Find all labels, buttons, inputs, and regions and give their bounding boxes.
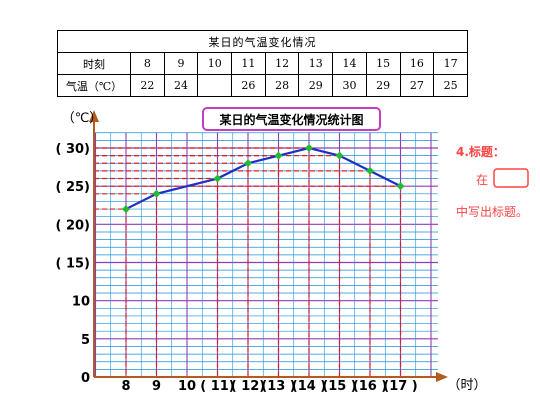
table-cell-temp: 29	[298, 74, 334, 97]
y-axis-label: （℃）	[62, 111, 103, 126]
table-cell-time: 14	[332, 52, 367, 75]
y-tick-label: 5	[81, 333, 90, 348]
chart-title: 某日的气温变化情况统计图	[219, 112, 363, 127]
y-tick-label: ( 30)	[56, 142, 91, 157]
table-cell-temp: 29	[365, 74, 401, 97]
data-point	[396, 182, 405, 191]
title-slot-icon	[493, 168, 529, 188]
y-tick-label: ( 20)	[56, 218, 91, 233]
y-tick-label: 0	[81, 371, 90, 386]
x-tick-label: ( 12)	[231, 379, 266, 394]
data-point	[152, 189, 161, 198]
x-tick-label: 9	[152, 379, 161, 394]
table-row: 时刻 8 9 10 11 12 13 14 15 16 17	[57, 52, 468, 75]
note-heading: 4.标题：	[456, 145, 505, 159]
temperature-table: 某日的气温变化情况 时刻 8 9 10 11 12 13 14 15 16 17 气温（℃） 22…	[57, 30, 468, 97]
y-tick-label: ( 15)	[56, 257, 91, 272]
x-axis-label: （时）	[447, 378, 486, 393]
data-point	[244, 159, 252, 168]
data-point	[213, 174, 222, 183]
y-tick-label: 10	[72, 295, 90, 310]
note-line-2: 中写出标题。	[456, 205, 529, 219]
series	[122, 144, 405, 214]
table-cell-temp: 27	[399, 74, 435, 97]
data-point	[122, 205, 130, 214]
grid	[94, 132, 438, 377]
data-point	[274, 151, 283, 160]
data-point	[335, 151, 344, 160]
table-cell-temp: 25	[433, 74, 468, 97]
x-tick-label: (16 )	[353, 379, 388, 394]
chart-title-box	[202, 107, 381, 131]
x-tick-label: 8	[121, 379, 130, 394]
x-tick-label: (17 )	[383, 379, 418, 394]
data-point	[305, 144, 313, 152]
table-row: 气温（℃） 22 24 26 28 29 30 29 27 25	[57, 74, 468, 97]
axes	[89, 110, 448, 382]
tick-labels: 8 9 10 ( 11)( 12)(13 )(14 )(15 )(16 )(17 ) 0…	[56, 142, 418, 394]
row-label-temp: 气温（℃）	[57, 74, 131, 97]
data-point	[366, 166, 374, 175]
x-axis-arrow	[436, 372, 448, 382]
table-cell-temp: 26	[231, 74, 266, 97]
note-line-1: 在	[476, 173, 489, 187]
y-axis-arrow	[89, 110, 99, 122]
x-tick-label: (13 )	[261, 379, 296, 394]
x-tick-label: ( 11)	[200, 379, 235, 394]
y-tick-label: ( 25)	[56, 180, 91, 195]
table-cell-temp: 28	[264, 74, 300, 97]
table-cell-temp: 22	[130, 74, 165, 97]
x-tick-label: (14 )	[292, 379, 327, 394]
x-tick-label: 10	[178, 379, 196, 394]
x-tick-label: (15 )	[322, 379, 357, 394]
